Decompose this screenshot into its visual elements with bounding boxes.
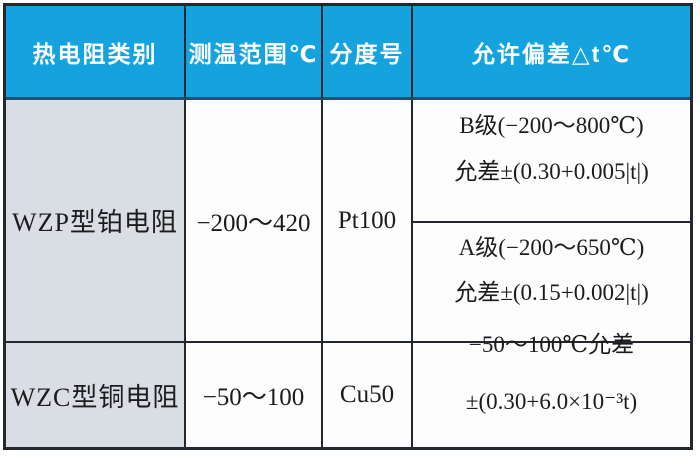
wzp-index-cell: Pt100 bbox=[323, 100, 413, 343]
wzc-tolerance-formula: ±(0.30+6.0×10⁻³t) bbox=[465, 389, 638, 414]
wzp-tolerance-cell: B级(−200～800℃) 允差±(0.30+0.005|t|) A级(−200… bbox=[413, 100, 690, 343]
grade-b-formula: 允差±(0.30+0.005|t|) bbox=[454, 159, 649, 185]
wzp-tolerance-grade-a: A级(−200～650℃) 允差±(0.15+0.002|t|) bbox=[413, 223, 690, 341]
wzc-tolerance-range: −50～100℃允差 bbox=[468, 332, 635, 357]
wzp-tolerance-grade-b: B级(−200～800℃) 允差±(0.30+0.005|t|) bbox=[413, 100, 690, 223]
wzp-range-cell: −200～420 bbox=[186, 100, 323, 343]
wzc-index-cell: Cu50 bbox=[323, 343, 413, 447]
grade-b-range: B级(−200～800℃) bbox=[459, 112, 644, 138]
header-tolerance: 允许偏差△t℃ bbox=[413, 6, 690, 100]
header-type: 热电阻类别 bbox=[6, 6, 186, 100]
wzc-tolerance-cell: −50～100℃允差 ±(0.30+6.0×10⁻³t) bbox=[413, 332, 690, 447]
wzp-type-cell: WZP型铂电阻 bbox=[6, 100, 186, 343]
header-range: 测温范围℃ bbox=[186, 6, 323, 100]
wzc-type-cell: WZC型铜电阻 bbox=[6, 343, 186, 447]
header-index-number: 分度号 bbox=[323, 6, 413, 100]
thermal-resistance-spec-table: 热电阻类别 测温范围℃ 分度号 允许偏差△t℃ WZP型铂电阻 −200～420… bbox=[3, 3, 693, 450]
wzc-range-cell: −50～100 bbox=[186, 343, 323, 447]
grade-a-formula: 允差±(0.15+0.002|t|) bbox=[454, 280, 649, 305]
grade-a-range: A级(−200～650℃) bbox=[458, 235, 645, 260]
